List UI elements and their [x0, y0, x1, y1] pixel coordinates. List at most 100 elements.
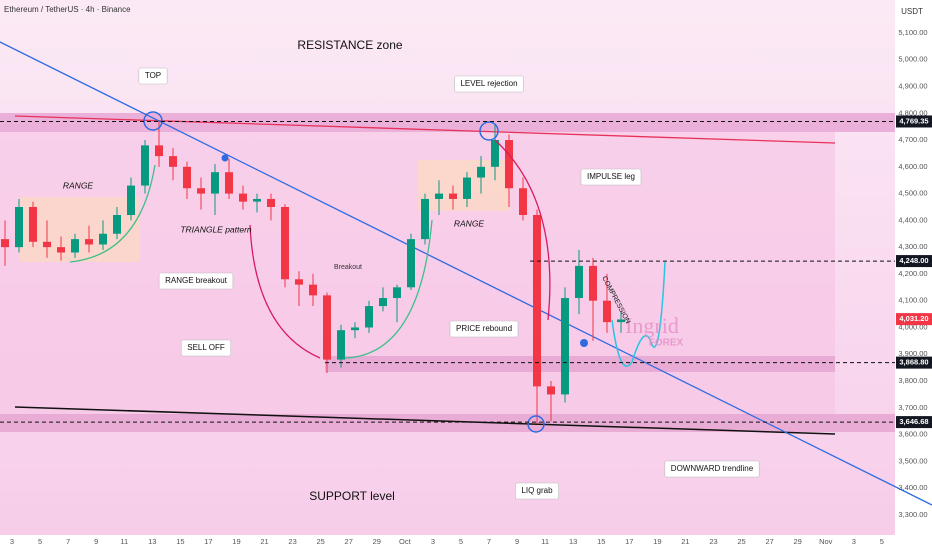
x-tick-label: 9: [94, 537, 98, 546]
x-tick-label: 11: [541, 537, 549, 546]
x-tick-label: 23: [709, 537, 717, 546]
y-tick-label: 4,000.00: [898, 322, 927, 331]
x-tick-label: 29: [794, 537, 802, 546]
annotation: IMPULSE leg: [587, 172, 635, 181]
candle-body: [85, 239, 93, 245]
candle-body: [1, 239, 9, 248]
x-tick-label: 25: [316, 537, 324, 546]
x-tick-label: 5: [38, 537, 42, 546]
y-tick-label: 4,600.00: [898, 162, 927, 171]
price-tag: [896, 255, 932, 268]
y-tick-label: 5,100.00: [898, 28, 927, 37]
annotation: DOWNWARD trendline: [671, 464, 754, 473]
price-tag-label: 3,868.80: [899, 358, 928, 367]
candle-body: [435, 193, 443, 199]
marker-dot: [580, 339, 588, 347]
logo-name: Ingrid: [625, 313, 679, 338]
range-box: [20, 197, 140, 262]
candle-body: [71, 239, 79, 253]
candle-body: [197, 188, 205, 194]
candle-body: [225, 172, 233, 194]
y-tick-label: 3,700.00: [898, 403, 927, 412]
x-tick-label: 27: [765, 537, 773, 546]
candle-body: [603, 300, 611, 323]
annotation-box: [449, 320, 519, 338]
x-tick-label: 21: [260, 537, 268, 546]
candle-body: [407, 239, 415, 288]
x-tick-label: 7: [66, 537, 70, 546]
candle-body: [561, 298, 569, 395]
downward-trendline: [0, 41, 932, 506]
candle-body: [99, 233, 107, 245]
candle-body: [323, 295, 331, 360]
logo-sub: FOREX: [649, 338, 684, 349]
annotation-box: [664, 460, 760, 478]
price-tag: [896, 115, 932, 128]
y-tick-label: 3,600.00: [898, 430, 927, 439]
annotation-box: [180, 339, 232, 357]
annotation: LIQ grab: [521, 486, 553, 495]
annotation: TRIANGLE pattern: [180, 224, 252, 234]
x-tick-label: 5: [459, 537, 463, 546]
annotation-box: [158, 272, 234, 290]
x-tick-label: 29: [373, 537, 381, 546]
annotation: RESISTANCE zone: [297, 38, 402, 52]
x-tick-label: 19: [653, 537, 661, 546]
arrow: [69, 164, 156, 263]
y-tick-label: 3,400.00: [898, 483, 927, 492]
annotation: SUPPORT level: [309, 489, 395, 503]
marker-dot: [221, 154, 229, 162]
y-tick-label: 4,700.00: [898, 135, 927, 144]
mid-band: [325, 356, 835, 372]
candle-body: [575, 265, 583, 299]
candle-body: [127, 185, 135, 216]
projection: [611, 261, 666, 367]
candle-body: [393, 287, 401, 299]
candle-body: [617, 319, 625, 323]
y-tick-label: 4,800.00: [898, 108, 927, 117]
marker-circle: [479, 121, 499, 141]
price-tag-label: 4,248.00: [899, 256, 928, 265]
arrow: [344, 219, 433, 359]
annotation-box: [515, 482, 559, 500]
y-tick-label: 3,900.00: [898, 349, 927, 358]
y-tick-label: 4,900.00: [898, 81, 927, 90]
resistance-band: [0, 113, 895, 132]
x-tick-label: 27: [345, 537, 353, 546]
symbol: Ethereum / TetherUS · 4h · Binance: [4, 5, 131, 14]
marker-circle: [527, 415, 545, 433]
candles: [1, 121, 625, 424]
candle-body: [379, 298, 387, 307]
candle-body: [57, 247, 65, 253]
y-tick-label: 3,500.00: [898, 456, 927, 465]
price-tag: [896, 356, 932, 369]
candle-body: [463, 177, 471, 199]
support-line: [14, 406, 836, 435]
candle-body: [169, 156, 177, 167]
candle-body: [477, 166, 485, 178]
price-tag-label: 4,769.35: [899, 116, 928, 125]
candle-body: [141, 145, 149, 186]
x-tick-label: 17: [625, 537, 633, 546]
candle-body: [519, 188, 527, 216]
annotation: RANGE: [63, 180, 94, 190]
candle-body: [449, 193, 457, 199]
currency: USDT: [901, 7, 923, 16]
x-tick-label: 19: [232, 537, 240, 546]
price-axis: [895, 0, 932, 550]
x-tick-label: 3: [10, 537, 14, 546]
x-tick-label: 25: [737, 537, 745, 546]
y-tick-label: 4,400.00: [898, 215, 927, 224]
candle-body: [505, 140, 513, 189]
resistance-line: [14, 115, 836, 144]
y-tick-label: 4,100.00: [898, 296, 927, 305]
candle-body: [547, 386, 555, 395]
annotation-box: [138, 67, 168, 85]
y-tick-label: 3,300.00: [898, 510, 927, 519]
time-axis: [0, 535, 895, 550]
y-tick-label: 4,200.00: [898, 269, 927, 278]
y-tick-label: 3,800.00: [898, 376, 927, 385]
annotation: SELL OFF: [187, 343, 225, 352]
x-tick-label: 7: [487, 537, 491, 546]
